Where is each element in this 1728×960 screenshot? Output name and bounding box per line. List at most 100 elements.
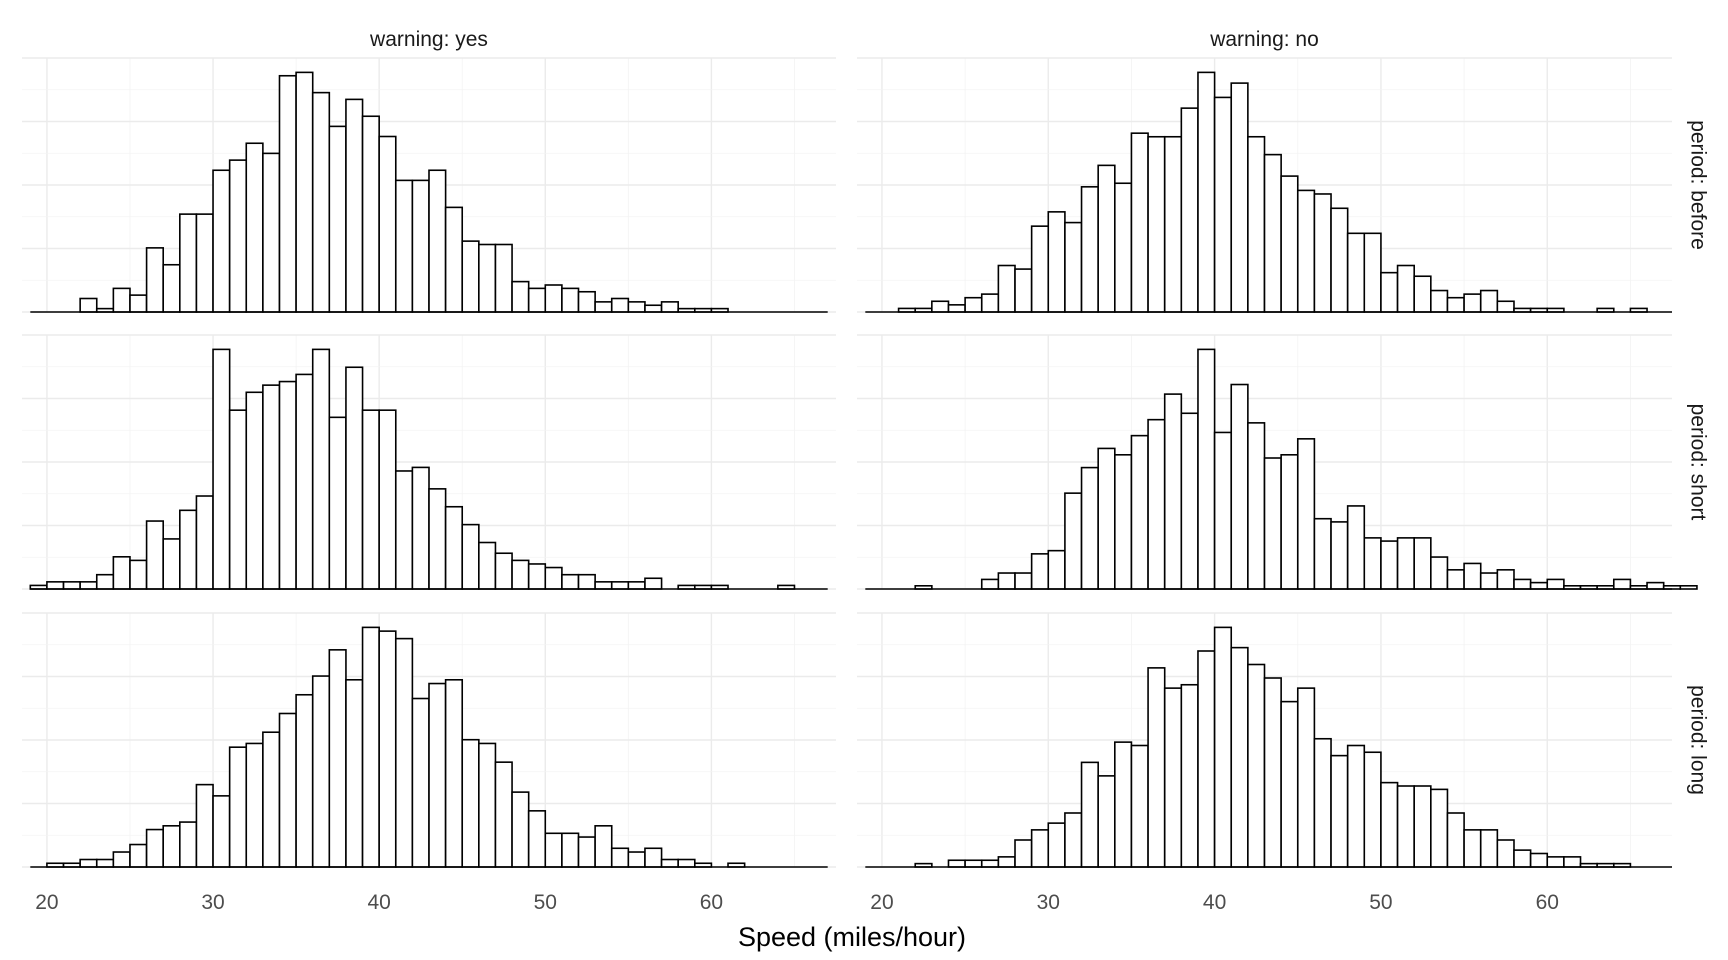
histogram-bar bbox=[262, 384, 281, 590]
x-tick-label: 60 bbox=[700, 891, 723, 914]
histogram-bar bbox=[610, 297, 630, 313]
histogram-bar bbox=[1313, 517, 1332, 590]
histogram-bar bbox=[947, 304, 966, 313]
histogram-bar bbox=[1213, 431, 1233, 590]
histogram-bar bbox=[361, 115, 380, 313]
x-tick-label: 40 bbox=[367, 891, 390, 914]
histogram-bar bbox=[1496, 569, 1515, 590]
histogram-bar bbox=[361, 626, 380, 868]
x-tick-label: 20 bbox=[35, 891, 58, 914]
histogram-bar bbox=[1130, 132, 1149, 313]
histogram-bar bbox=[1130, 434, 1149, 590]
histogram-bar bbox=[627, 851, 646, 868]
histogram-bar bbox=[1080, 761, 1099, 868]
histogram-bar bbox=[577, 573, 596, 590]
row-strip-label: period: long bbox=[1686, 685, 1709, 795]
histogram-bar bbox=[1413, 537, 1432, 590]
histogram-bar bbox=[1496, 300, 1515, 313]
histogram-bar bbox=[1330, 754, 1349, 868]
histogram-bar bbox=[1313, 737, 1332, 868]
histogram-bar bbox=[328, 649, 347, 868]
histogram-bar bbox=[1130, 744, 1149, 868]
histogram-bar bbox=[1047, 549, 1066, 590]
histogram-bar bbox=[1213, 96, 1233, 313]
histogram-bar bbox=[1047, 211, 1066, 313]
histogram-bar bbox=[594, 825, 613, 868]
histogram-bar bbox=[1014, 572, 1033, 590]
histogram-bar bbox=[1180, 412, 1199, 590]
histogram-bar bbox=[627, 581, 646, 590]
histogram-bar bbox=[1163, 135, 1183, 313]
histogram-bar bbox=[1463, 562, 1482, 590]
histogram-bar bbox=[1296, 687, 1316, 868]
histogram-bar bbox=[1197, 71, 1216, 313]
histogram-bar bbox=[328, 125, 347, 313]
x-axis-title: Speed (miles/hour) bbox=[738, 922, 966, 952]
histogram-bar bbox=[62, 581, 81, 590]
panel-1-1 bbox=[857, 334, 1698, 590]
histogram-bar bbox=[478, 541, 497, 590]
histogram-bar bbox=[1612, 578, 1632, 590]
histogram-bar bbox=[1147, 135, 1166, 313]
histogram-bar bbox=[195, 783, 214, 868]
histogram-bar bbox=[295, 71, 314, 313]
histogram-bar bbox=[278, 380, 297, 590]
histogram-bar bbox=[145, 828, 165, 868]
histogram-bar bbox=[1230, 82, 1249, 313]
histogram-bar bbox=[1563, 856, 1582, 868]
histogram-bar bbox=[1230, 646, 1249, 868]
histogram-bar bbox=[1147, 418, 1166, 590]
histogram-bar bbox=[1114, 454, 1133, 590]
histogram-bar bbox=[461, 738, 480, 868]
row-strip-label: period: before bbox=[1686, 120, 1709, 250]
histogram-bar bbox=[1280, 175, 1299, 313]
histogram-bar bbox=[1380, 271, 1399, 313]
histogram-bar bbox=[378, 630, 397, 868]
histogram-bar bbox=[245, 742, 264, 868]
histogram-bar bbox=[1446, 812, 1465, 868]
histogram-bar bbox=[1430, 556, 1449, 590]
x-tick-label: 40 bbox=[1203, 891, 1226, 914]
x-tick-label: 20 bbox=[870, 891, 893, 914]
histogram-bar bbox=[162, 825, 181, 868]
histogram-bar bbox=[162, 263, 181, 313]
histogram-bar bbox=[1380, 781, 1399, 868]
histogram-bar bbox=[129, 843, 148, 868]
histogram-bar bbox=[660, 301, 679, 313]
x-tick-label: 50 bbox=[1369, 891, 1392, 914]
histogram-bar bbox=[610, 847, 630, 868]
histogram-bar bbox=[1413, 785, 1432, 868]
histogram-bar bbox=[511, 559, 530, 590]
histogram-bar bbox=[179, 821, 198, 868]
histogram-bar bbox=[1247, 663, 1266, 868]
histogram-bar bbox=[295, 693, 314, 868]
panel-0-2 bbox=[22, 612, 836, 868]
x-tick-label: 50 bbox=[534, 891, 557, 914]
histogram-bar bbox=[95, 573, 115, 590]
histogram-bar bbox=[660, 858, 679, 868]
histogram-bar bbox=[195, 495, 214, 590]
histogram-bar bbox=[245, 391, 264, 590]
histogram-bar bbox=[610, 581, 630, 590]
histogram-bar bbox=[1163, 687, 1183, 868]
histogram-bar bbox=[1247, 422, 1266, 590]
histogram-bar bbox=[594, 301, 613, 313]
histogram-bar bbox=[1114, 741, 1133, 868]
histogram-bar bbox=[1163, 393, 1183, 590]
histogram-bar bbox=[561, 573, 580, 590]
histogram-bar bbox=[79, 858, 98, 868]
panel-0-0 bbox=[22, 57, 836, 313]
histogram-bar bbox=[1363, 232, 1382, 313]
x-tick-label: 30 bbox=[1037, 891, 1060, 914]
histogram-bar bbox=[444, 206, 464, 313]
column-strip-label: warning: yes bbox=[369, 28, 488, 51]
histogram-bar bbox=[1197, 348, 1216, 590]
histogram-bar bbox=[1064, 812, 1083, 868]
histogram-bar bbox=[561, 287, 580, 313]
histogram-bar bbox=[1679, 585, 1698, 590]
histogram-bar bbox=[594, 581, 613, 590]
histogram-bar bbox=[1030, 553, 1050, 590]
histogram-bar bbox=[1529, 852, 1549, 868]
panel-1-2 bbox=[857, 612, 1672, 868]
